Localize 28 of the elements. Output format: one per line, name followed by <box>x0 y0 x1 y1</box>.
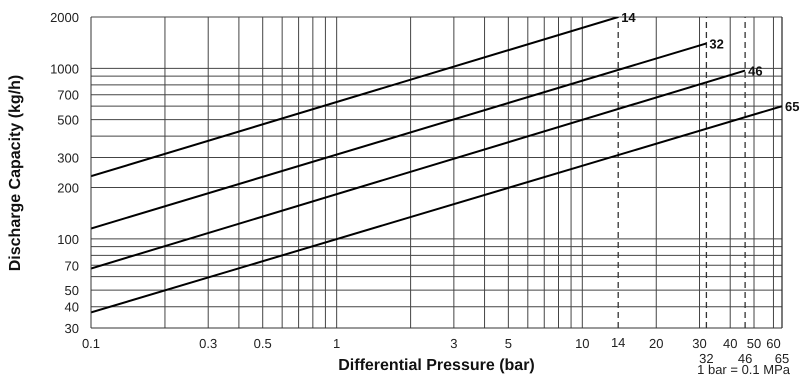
y-tick-label: 200 <box>57 180 79 196</box>
y-tick-label: 40 <box>64 300 79 315</box>
y-tick-label: 1000 <box>50 61 79 76</box>
x-tick-label: 30 <box>692 336 707 351</box>
x-tick-label: 0.1 <box>82 336 100 351</box>
x-tick-label: 0.3 <box>199 336 218 351</box>
ref-line-label: 14 <box>610 335 626 350</box>
x-axis-title: Differential Pressure (bar) <box>338 357 535 375</box>
series-label: 32 <box>709 36 724 52</box>
y-tick-label: 500 <box>57 112 79 128</box>
x-tick-label: 3 <box>450 336 458 351</box>
x-tick-label: 50 <box>746 336 762 351</box>
series-label: 65 <box>785 99 800 114</box>
y-tick-label: 50 <box>64 283 79 298</box>
y-tick-label: 700 <box>57 88 79 103</box>
y-tick-label: 70 <box>64 258 79 274</box>
y-tick-label: 100 <box>57 232 79 247</box>
x-tick-label: 1 <box>333 336 340 351</box>
x-tick-label: 5 <box>504 336 512 351</box>
y-tick-label: 2000 <box>50 10 79 25</box>
y-tick-label: 300 <box>57 150 79 166</box>
x-tick-label: 0.5 <box>254 336 272 351</box>
x-tick-label: 20 <box>649 336 664 351</box>
y-tick-label: 30 <box>64 321 79 336</box>
x-tick-label: 10 <box>575 336 590 351</box>
y-axis-title: Discharge Capacity (kg/h) <box>7 74 25 271</box>
x-tick-label: 40 <box>722 336 738 351</box>
x-tick-label: 60 <box>766 336 781 351</box>
